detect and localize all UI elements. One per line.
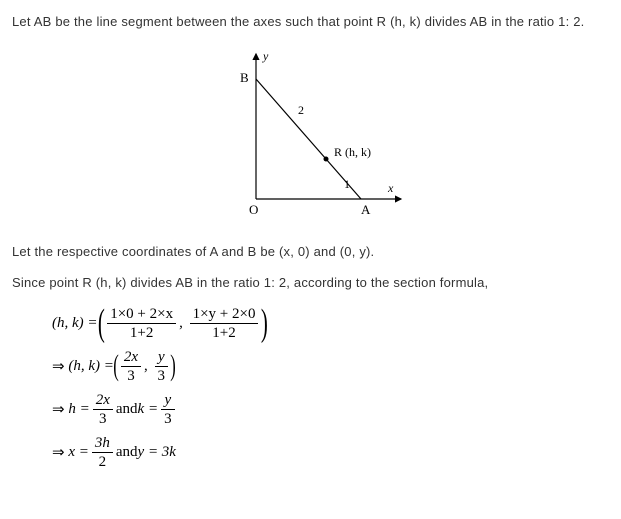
point-r-label: R (h, k) xyxy=(334,145,371,159)
and-text: and xyxy=(116,444,138,461)
equation-3: ⇒ h = 2x 3 and k = y 3 xyxy=(52,391,609,428)
eq1-lhs: (h, k) = xyxy=(52,315,98,332)
equation-4: ⇒ x = 3h 2 and y = 3k xyxy=(52,434,609,471)
y-axis-label: y xyxy=(262,49,269,63)
seg-lower-label: 1 xyxy=(344,177,350,191)
equation-1: (h, k) = ( 1×0 + 2×x 1+2 , 1×y + 2×0 1+2… xyxy=(52,305,609,342)
and-text: and xyxy=(116,401,138,418)
section-diagram: O A B y x R (h, k) 2 1 xyxy=(206,44,416,224)
eq4-b: y = 3k xyxy=(138,444,176,461)
origin-label: O xyxy=(249,202,258,217)
paragraph-2: Let the respective coordinates of A and … xyxy=(12,242,609,262)
x-axis-label: x xyxy=(387,181,394,195)
eq3-a: h = xyxy=(68,401,89,418)
paragraph-1: Let AB be the line segment between the a… xyxy=(12,12,609,32)
eq3-b: k = xyxy=(138,401,159,418)
figure-container: O A B y x R (h, k) 2 1 xyxy=(12,44,609,224)
implies-icon: ⇒ xyxy=(52,400,65,419)
eq4-a: x = xyxy=(68,444,89,461)
point-a-label: A xyxy=(361,202,371,217)
point-b-label: B xyxy=(240,70,249,85)
equation-2: ⇒ (h, k) = ( 2x 3 , y 3 ) xyxy=(52,348,609,385)
implies-icon: ⇒ xyxy=(52,443,65,462)
paragraph-3: Since point R (h, k) divides AB in the r… xyxy=(12,273,609,293)
seg-upper-label: 2 xyxy=(298,103,304,117)
implies-icon: ⇒ xyxy=(52,357,65,376)
eq2-lhs: (h, k) = xyxy=(68,358,114,375)
